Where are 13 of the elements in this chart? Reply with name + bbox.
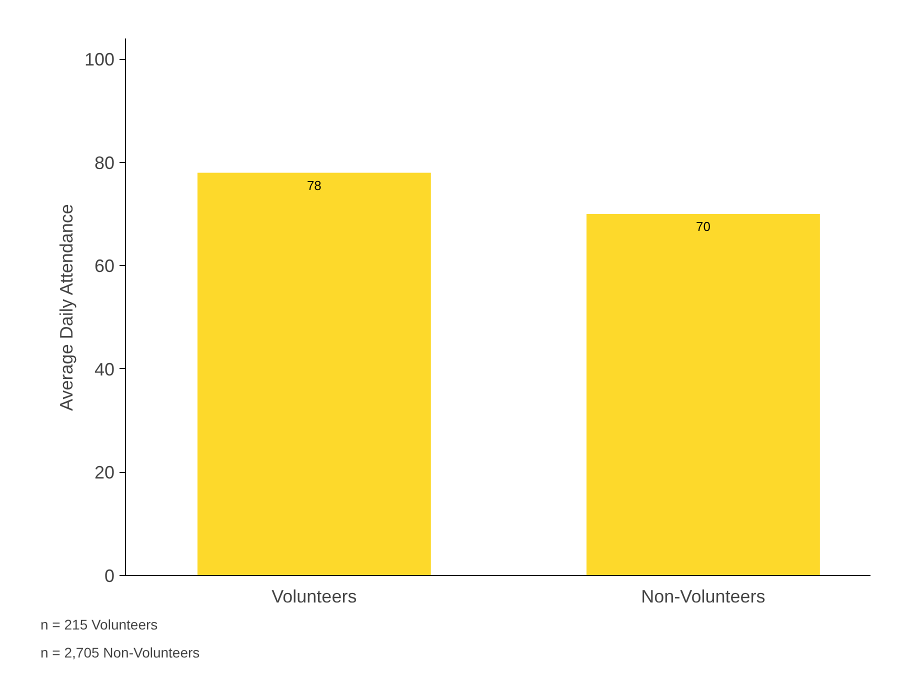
y-tick-label: 60 bbox=[94, 256, 115, 276]
data-label: 70 bbox=[696, 219, 710, 234]
x-tick-label: Non-Volunteers bbox=[641, 586, 766, 606]
text: n = 2,705 Non-Volunteers bbox=[40, 644, 200, 660]
data-label: 78 bbox=[306, 178, 322, 193]
y-tick-label: 0 bbox=[104, 566, 115, 586]
x-tick-label: Volunteers bbox=[272, 586, 357, 606]
y-tick-label: 40 bbox=[94, 359, 115, 380]
y-tick-label: 80 bbox=[94, 152, 115, 173]
y-tick-label: 20 bbox=[94, 462, 115, 483]
y-tick-label: 100 bbox=[84, 50, 115, 70]
y-axis-title: Average Daily Attendance bbox=[56, 204, 76, 411]
text: n = 215 Volunteers bbox=[40, 616, 158, 632]
